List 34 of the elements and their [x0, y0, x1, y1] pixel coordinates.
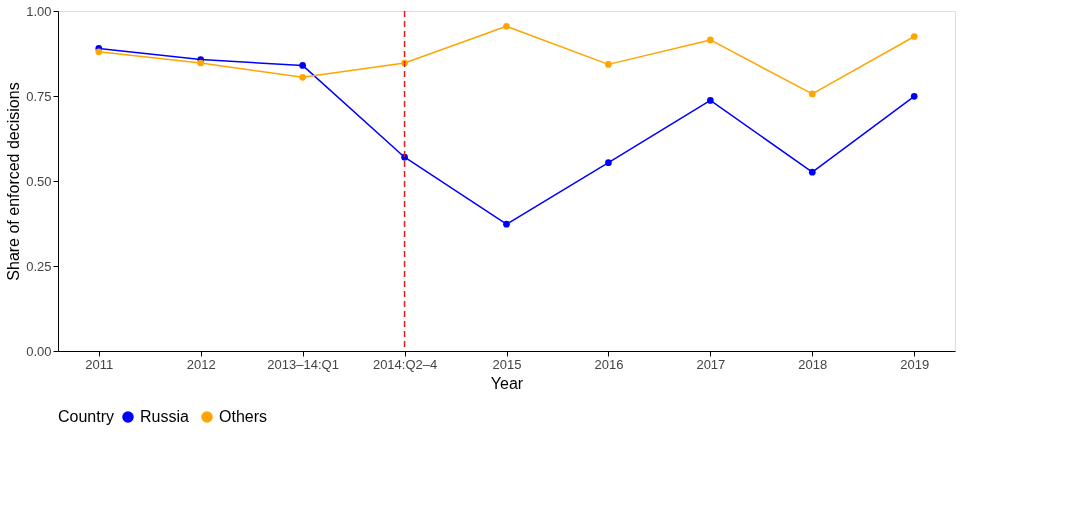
point	[910, 92, 918, 100]
y-tick-label: 0.50	[26, 173, 52, 189]
point	[707, 36, 714, 44]
point	[503, 220, 510, 228]
x-tick-label: 2018	[798, 356, 828, 372]
y-tick-label: 0.25	[26, 258, 52, 274]
point	[910, 33, 918, 40]
point	[401, 153, 408, 161]
x-tick-label: 2019	[900, 356, 930, 372]
x-tick-label: 2017	[696, 356, 726, 372]
legend-label: Others	[219, 408, 268, 425]
y-axis-title: Share of enforced decisions	[5, 82, 23, 281]
point	[605, 159, 612, 166]
point	[197, 59, 205, 67]
x-tick-label: 2012	[186, 356, 216, 372]
legend-title: Country	[58, 408, 115, 425]
y-tick-label: 0.00	[26, 343, 52, 359]
x-tick-label: 2016	[594, 356, 624, 372]
x-tick-label: 2015	[492, 356, 522, 372]
point	[299, 62, 306, 69]
x-tick-label: 2011	[85, 356, 114, 372]
point	[808, 90, 816, 98]
y-tick-label: 1.00	[26, 3, 52, 19]
x-tick-label: 2014:Q2–4	[372, 356, 438, 372]
point	[95, 48, 103, 56]
legend-label: Russia	[140, 408, 190, 425]
point	[808, 168, 816, 176]
point	[503, 22, 510, 30]
point	[299, 73, 306, 81]
x-tick-label: 2013–14:Q1	[267, 356, 339, 372]
y-tick-label: 0.75	[26, 88, 52, 104]
point	[707, 97, 714, 104]
point	[605, 61, 612, 68]
x-axis-title: Year	[490, 374, 524, 392]
